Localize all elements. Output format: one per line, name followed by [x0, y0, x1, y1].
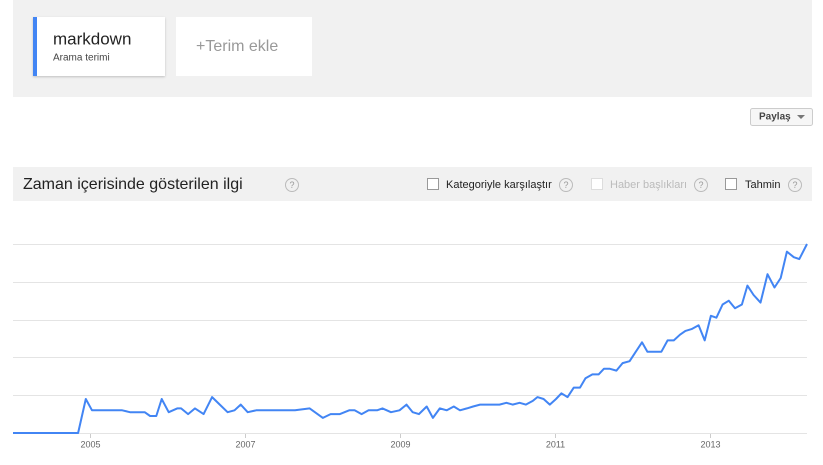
checkbox[interactable]: [427, 178, 439, 190]
term-caption: Arama terimi: [53, 53, 110, 64]
trend-line: [13, 243, 808, 434]
option-label[interactable]: Kategoriyle karşılaştır: [446, 179, 552, 191]
chart-title: Zaman içerisinde gösterilen ilgi: [23, 176, 243, 193]
plot: 2005 2007 2009 2011 2013: [13, 243, 808, 449]
term-card[interactable]: [33, 17, 165, 76]
checkbox: [591, 178, 603, 190]
share-label[interactable]: Paylaş: [759, 112, 791, 123]
option-label: Haber başlıkları: [610, 179, 687, 191]
checkbox[interactable]: [725, 178, 737, 190]
option-label[interactable]: Tahmin: [745, 179, 780, 191]
help[interactable]: ?: [559, 178, 573, 192]
x-tick-label: 2013: [700, 439, 720, 449]
chart-header: [13, 167, 812, 201]
share-arrow: [797, 115, 805, 119]
help-icon[interactable]: ?: [698, 180, 703, 190]
help[interactable]: ?: [285, 178, 299, 192]
help-icon[interactable]: ?: [563, 180, 568, 190]
share-button[interactable]: [750, 108, 813, 126]
help[interactable]: ?: [694, 178, 708, 192]
add-term[interactable]: +Terim ekle: [196, 38, 278, 55]
help[interactable]: ?: [788, 178, 802, 192]
term-label: markdown: [53, 29, 131, 48]
x-tick-label: 2007: [235, 439, 255, 449]
x-tick-label: 2005: [80, 439, 100, 449]
help-icon[interactable]: ?: [792, 180, 797, 190]
x-tick-label: 2009: [390, 439, 410, 449]
term-color-bar: [33, 17, 37, 76]
help-icon[interactable]: ?: [289, 180, 294, 190]
x-tick-label: 2011: [546, 439, 565, 449]
add-term-box[interactable]: [176, 17, 312, 76]
